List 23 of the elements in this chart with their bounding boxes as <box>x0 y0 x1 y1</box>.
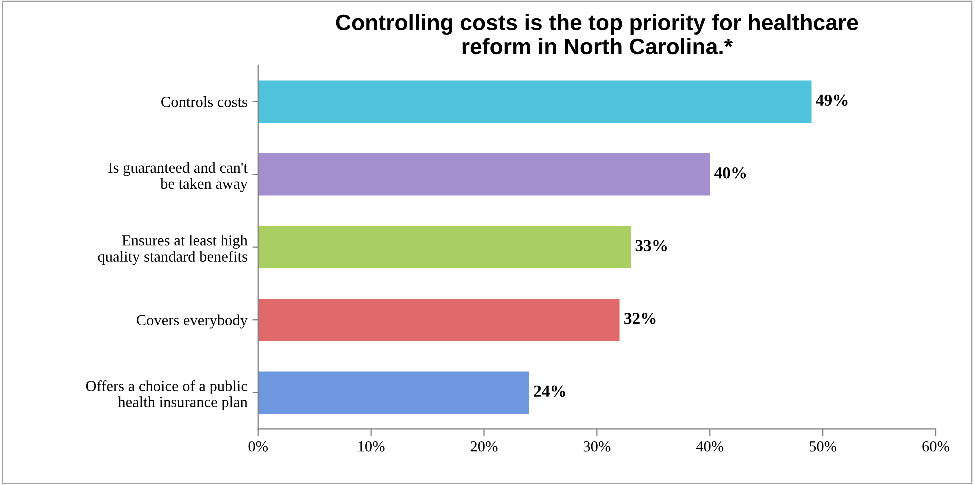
y-tick-label: Is guaranteed and can't be taken away <box>108 162 248 192</box>
x-tick-label: 30% <box>584 441 611 452</box>
chart-title: Controlling costs is the top priority for healthcare reform in North Carolina.* <box>336 14 858 55</box>
data-label: 40% <box>714 168 746 179</box>
bar <box>258 80 812 123</box>
data-label: 49% <box>816 94 848 106</box>
bar <box>258 154 710 196</box>
data-label: 32% <box>624 313 656 324</box>
y-tick-label: Offers a choice of a public health insurance plan <box>86 380 248 411</box>
y-tick-label: Controls costs <box>162 96 248 108</box>
data-label: 24% <box>534 386 566 398</box>
bar <box>258 372 530 414</box>
x-tick-label: 0% <box>248 441 268 452</box>
bar <box>258 226 632 268</box>
bar <box>258 299 620 342</box>
data-label: 33% <box>636 240 668 252</box>
x-tick-label: 10% <box>358 441 385 452</box>
x-tick-label: 60% <box>922 441 950 452</box>
x-tick-label: 20% <box>470 441 498 452</box>
x-tick-label: 50% <box>810 441 837 452</box>
y-tick-label: Covers everybody <box>137 314 248 329</box>
y-tick-label: Ensures at least high quality standard benefits <box>98 235 248 266</box>
x-tick-label: 40% <box>696 441 724 452</box>
